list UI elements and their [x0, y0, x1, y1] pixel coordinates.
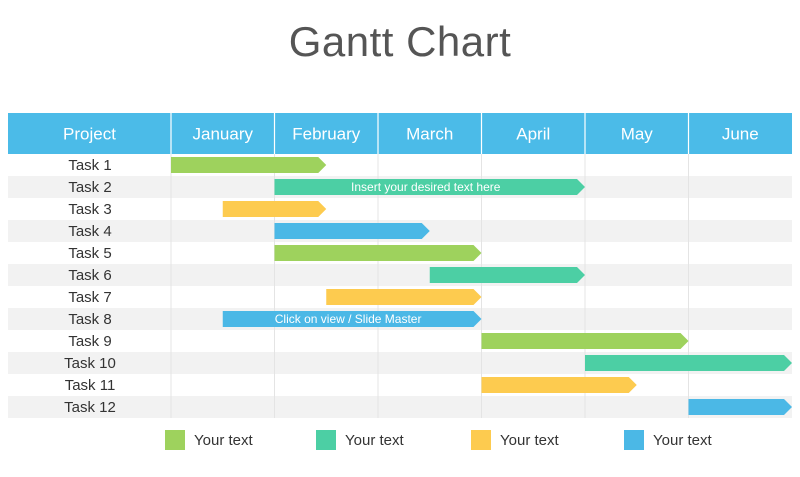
task-label: Task 3 — [68, 201, 111, 218]
task-bar — [274, 179, 585, 195]
task-label: Task 6 — [68, 267, 111, 284]
task-row — [8, 374, 792, 396]
task-label: Task 2 — [68, 179, 111, 196]
task-bar — [585, 355, 792, 371]
task-row — [8, 198, 792, 220]
task-bar — [274, 245, 482, 261]
month-label: March — [406, 125, 453, 144]
task-label: Task 4 — [68, 223, 111, 240]
task-label: Task 11 — [65, 377, 116, 394]
task-bar — [688, 399, 792, 415]
task-label: Task 12 — [64, 399, 116, 416]
legend-swatch — [471, 430, 491, 450]
task-bar — [222, 201, 327, 217]
legend-label: Your text — [653, 432, 712, 449]
task-bar-text: Insert your desired text here — [351, 180, 501, 194]
task-label: Task 10 — [64, 355, 116, 372]
legend-swatch — [165, 430, 185, 450]
task-label: Task 8 — [68, 311, 111, 328]
task-row — [8, 264, 792, 286]
month-label: January — [193, 125, 254, 144]
task-bar-text: Click on view / Slide Master — [275, 312, 422, 326]
month-label: May — [621, 125, 654, 144]
task-bar — [481, 377, 637, 393]
task-bar — [274, 223, 430, 239]
task-bar — [326, 289, 482, 305]
header-bar — [8, 113, 792, 154]
task-bar — [222, 311, 482, 327]
month-label: June — [722, 125, 759, 144]
task-bar — [429, 267, 585, 283]
task-row — [8, 154, 792, 176]
legend-label: Your text — [345, 432, 404, 449]
month-label: April — [516, 125, 550, 144]
task-label: Task 1 — [68, 157, 111, 174]
task-bar — [481, 333, 689, 349]
legend-label: Your text — [194, 432, 253, 449]
task-bar — [171, 157, 327, 173]
legend-swatch — [316, 430, 336, 450]
legend-swatch — [624, 430, 644, 450]
task-row — [8, 396, 792, 418]
chart-title: Gantt Chart — [288, 18, 512, 65]
task-label: Task 7 — [68, 289, 111, 306]
month-label: February — [292, 125, 361, 144]
task-label: Task 5 — [68, 245, 111, 262]
header-project-label: Project — [63, 125, 116, 144]
task-label: Task 9 — [68, 333, 111, 350]
legend-label: Your text — [500, 432, 559, 449]
